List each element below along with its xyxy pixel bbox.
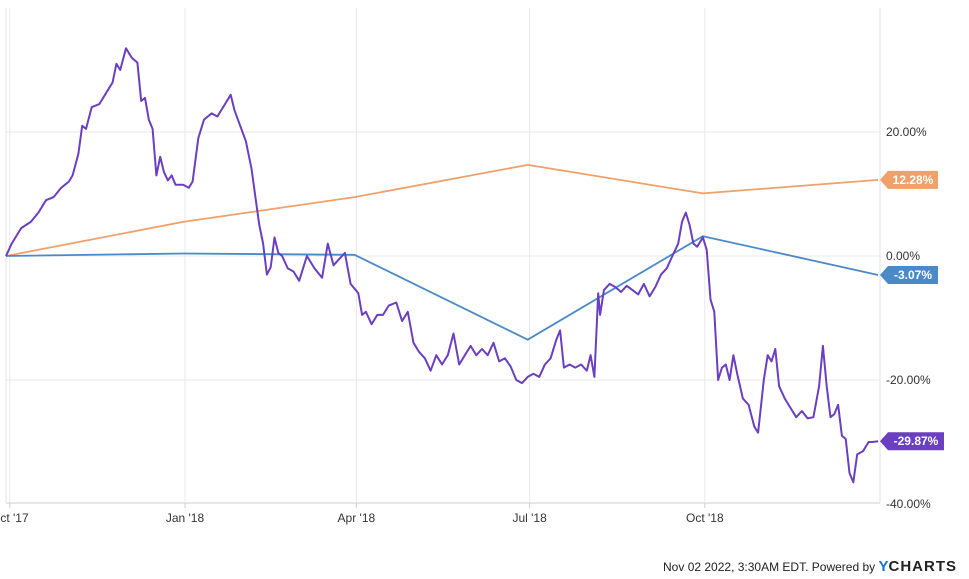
x-tick-label: Jul '18	[512, 511, 547, 525]
y-tick-label: 0.00%	[886, 249, 920, 263]
x-axis: Oct '17 Jan '18 Apr '18 Jul '18 Oct '18	[0, 511, 724, 525]
chart-footer: Nov 02 2022, 3:30AM EDT. Powered by YCHA…	[663, 558, 957, 575]
end-label-1: 12.28%	[880, 170, 938, 189]
y-tick-label: 20.00%	[886, 125, 927, 139]
end-value-labels: 12.28% -3.07% -29.87%	[880, 170, 944, 451]
series-line-3	[5, 47, 879, 484]
footer-timestamp: Nov 02 2022, 3:30AM EDT. Powered by	[663, 560, 876, 574]
series-lines	[5, 47, 879, 484]
end-label-flag	[880, 266, 938, 285]
ycharts-logo-text[interactable]: CHARTS	[888, 558, 957, 575]
end-label-3: -29.87%	[880, 432, 944, 451]
end-label-flag	[880, 432, 944, 451]
end-label-text: -29.87%	[894, 434, 939, 448]
y-tick-label: -40.00%	[886, 497, 931, 511]
x-tick-label: Oct '18	[686, 511, 724, 525]
end-label-text: 12.28%	[893, 173, 934, 187]
series-line-2	[5, 235, 879, 341]
y-axis: 20.00% 0.00% -20.00% -40.00%	[886, 125, 931, 511]
series-line-1	[5, 164, 879, 257]
x-tick-label: Oct '17	[0, 511, 29, 525]
end-label-text: -3.07%	[894, 268, 932, 282]
end-label-flag	[880, 170, 938, 189]
y-tick-label: -20.00%	[886, 373, 931, 387]
gridlines	[5, 8, 881, 508]
end-label-2: -3.07%	[880, 266, 938, 285]
x-tick-label: Apr '18	[338, 511, 376, 525]
x-tick-label: Jan '18	[166, 511, 205, 525]
ycharts-logo-y[interactable]: Y	[878, 558, 889, 575]
